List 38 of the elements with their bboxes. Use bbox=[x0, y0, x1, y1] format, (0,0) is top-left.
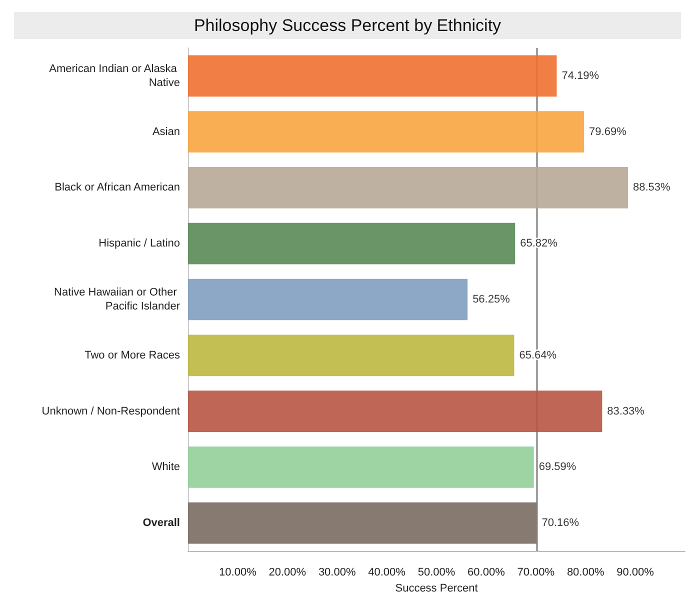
x-tick-label: 80.00% bbox=[566, 566, 604, 578]
bar bbox=[188, 446, 534, 488]
bar bbox=[188, 334, 514, 376]
y-tick-label: American Indian or Alaska Native bbox=[49, 62, 180, 89]
x-tick-label: 10.00% bbox=[219, 566, 257, 578]
data-label: 69.59% bbox=[538, 461, 576, 474]
data-label: 79.69% bbox=[589, 126, 627, 138]
data-label: 65.82% bbox=[520, 238, 558, 250]
y-tick-label: Asian bbox=[152, 126, 180, 138]
y-tick-label: Unknown / Non-Respondent bbox=[42, 405, 180, 418]
y-tick-label: Native Hawaiian or Other Pacific Islander bbox=[54, 286, 180, 312]
y-tick-label: Two or More Races bbox=[84, 349, 180, 362]
bar bbox=[188, 55, 557, 97]
data-label: 70.16% bbox=[542, 517, 580, 530]
x-tick-label: 50.00% bbox=[418, 566, 456, 578]
bar bbox=[188, 278, 468, 320]
bar bbox=[188, 390, 602, 432]
y-tick-label: White bbox=[152, 461, 180, 474]
data-label: 83.33% bbox=[607, 405, 645, 418]
data-label: 56.25% bbox=[472, 294, 510, 306]
x-tick-label: 90.00% bbox=[616, 566, 654, 578]
y-tick-label: Overall bbox=[142, 517, 180, 530]
chart-title: Philosophy Success Percent by Ethnicity bbox=[194, 16, 502, 35]
x-tick-label: 20.00% bbox=[268, 566, 306, 578]
x-tick-label: 60.00% bbox=[468, 566, 506, 578]
bar bbox=[188, 502, 537, 544]
bar bbox=[188, 222, 516, 264]
x-tick-label: 70.00% bbox=[517, 566, 555, 578]
bar bbox=[188, 111, 584, 153]
bar bbox=[188, 167, 628, 208]
x-tick-label: 40.00% bbox=[368, 566, 406, 578]
data-label: 74.19% bbox=[562, 70, 600, 82]
data-label: 88.53% bbox=[632, 182, 671, 194]
x-tick-label: 30.00% bbox=[318, 566, 356, 578]
x-axis-title: Success Percent bbox=[395, 582, 478, 594]
y-tick-label: Black or African American bbox=[54, 182, 180, 194]
data-label: 65.64% bbox=[519, 349, 557, 362]
y-tick-label: Hispanic / Latino bbox=[98, 238, 180, 250]
